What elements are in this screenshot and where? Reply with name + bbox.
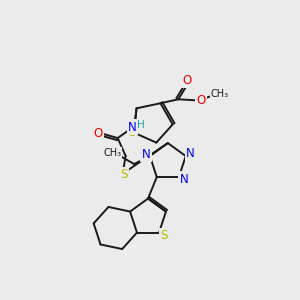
Text: N: N [186, 147, 195, 160]
Text: CH₃: CH₃ [103, 148, 121, 158]
Text: O: O [93, 127, 103, 140]
Text: N: N [142, 148, 150, 160]
Text: S: S [160, 229, 168, 242]
Text: S: S [120, 168, 127, 181]
Text: N: N [179, 172, 188, 186]
Text: S: S [128, 126, 136, 139]
Text: O: O [196, 94, 206, 107]
Text: CH₃: CH₃ [211, 89, 229, 99]
Text: N: N [128, 121, 137, 134]
Text: O: O [183, 74, 192, 87]
Text: H: H [136, 120, 144, 130]
